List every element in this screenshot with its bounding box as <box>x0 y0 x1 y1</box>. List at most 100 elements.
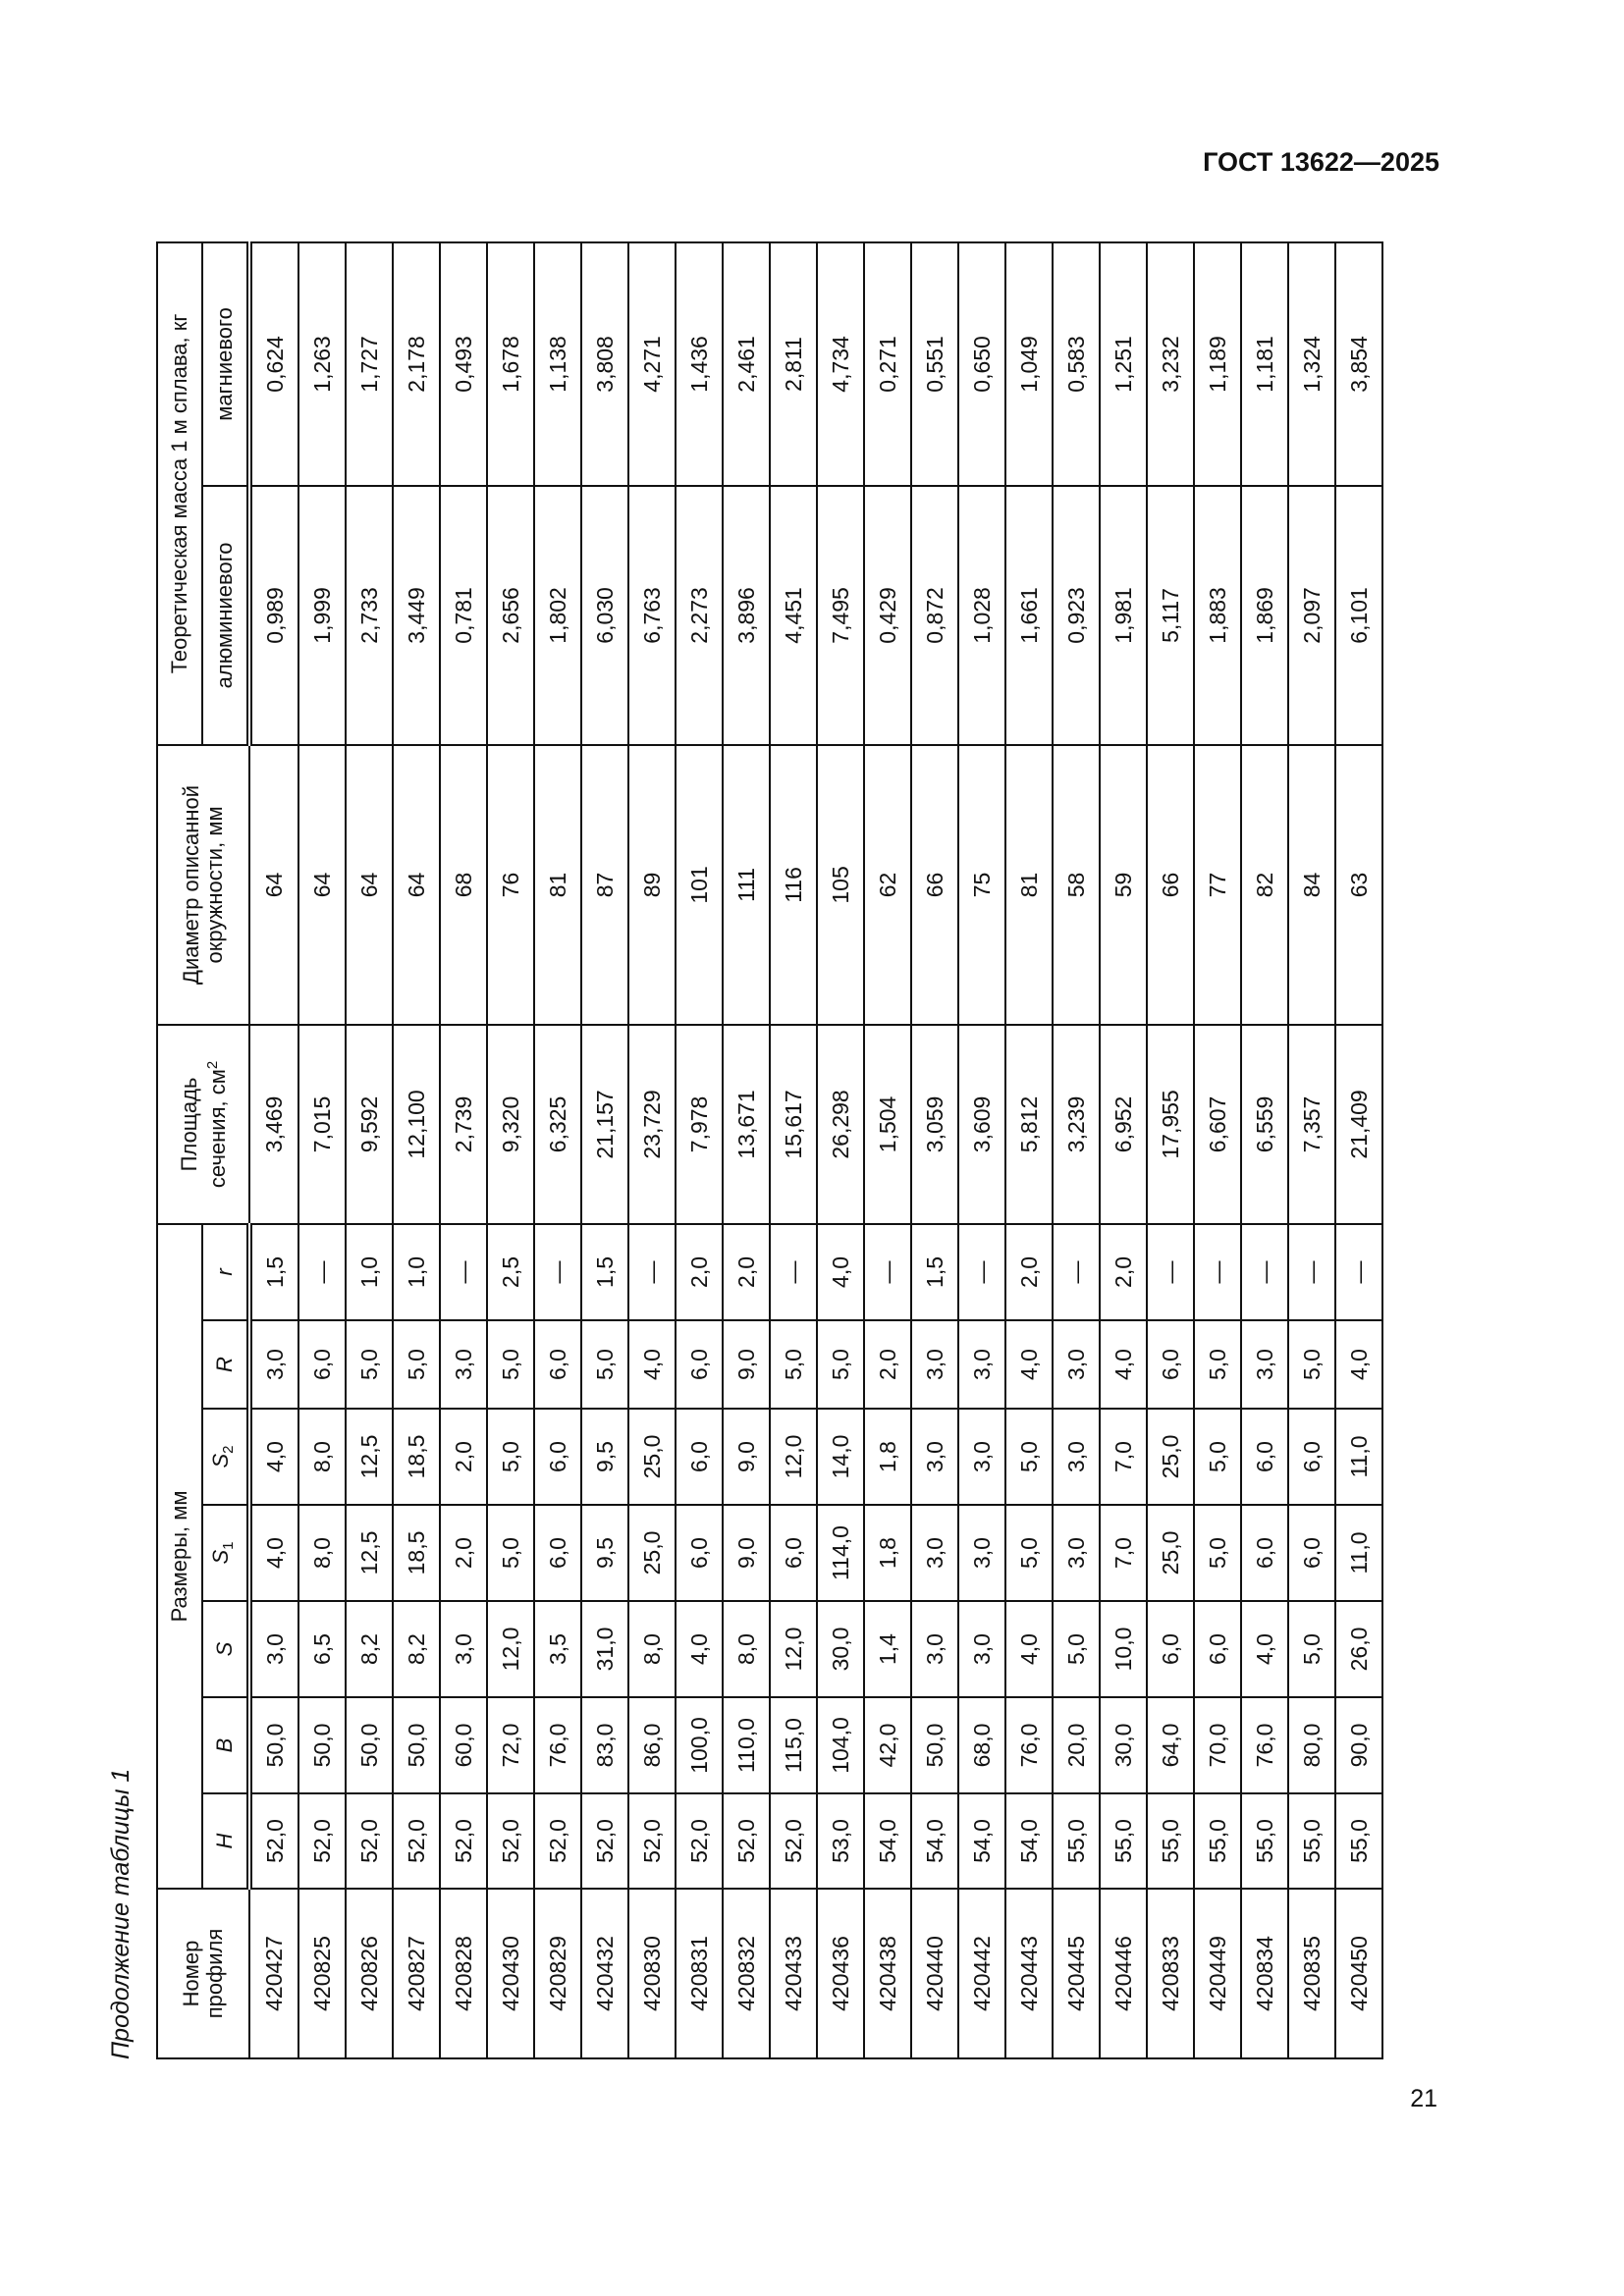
page-number: 21 <box>1410 2085 1437 2112</box>
header-text: Площадь <box>176 1077 201 1172</box>
cell-R: 5,0 <box>817 1320 864 1409</box>
cell-S2: 5,0 <box>1194 1409 1241 1505</box>
cell-mass-magnesium: 3,232 <box>1147 241 1194 486</box>
cell-B: 80,0 <box>1288 1697 1335 1793</box>
cell-H: 52,0 <box>770 1793 817 1889</box>
cell-mass-magnesium: 1,251 <box>1100 241 1147 486</box>
cell-mass-aluminium: 2,273 <box>676 485 723 745</box>
cell-S2: 25,0 <box>628 1409 676 1505</box>
table-row: 420445 55,0 20,0 5,0 3,0 3,0 3,0—3,239 58 0,923 0… <box>1053 241 1100 2058</box>
cell-R: 3,0 <box>958 1320 1005 1409</box>
cell-S2: 4,0 <box>249 1409 298 1505</box>
cell-S1: 3,0 <box>911 1505 958 1601</box>
cell-mass-aluminium: 5,117 <box>1147 485 1194 745</box>
cell-S1: 5,0 <box>1194 1505 1241 1601</box>
header-aluminium: алюминиевого <box>202 485 249 745</box>
cell-B: 42,0 <box>864 1697 911 1793</box>
cell-R: 3,0 <box>911 1320 958 1409</box>
cell-area: 9,592 <box>346 1024 393 1224</box>
cell-R: 3,0 <box>1241 1320 1288 1409</box>
cell-profile-number: 420829 <box>534 1889 581 2058</box>
header-area: Площадь сечения, см2 <box>157 1024 249 1224</box>
cell-S1: 6,0 <box>770 1505 817 1601</box>
cell-r: 2,0 <box>676 1223 723 1320</box>
cell-mass-aluminium: 0,429 <box>864 485 911 745</box>
subscript: 1 <box>220 1541 237 1550</box>
cell-H: 55,0 <box>1100 1793 1147 1889</box>
cell-S1: 4,0 <box>249 1505 298 1601</box>
cell-S2: 14,0 <box>817 1409 864 1505</box>
cell-area: 3,609 <box>958 1024 1005 1224</box>
table-row: 420832 52,0 110,0 8,0 9,0 9,0 9,0 2,0 13,671 111 3… <box>723 241 770 2058</box>
cell-H: 54,0 <box>911 1793 958 1889</box>
cell-R: 4,0 <box>628 1320 676 1409</box>
cell-diameter: 87 <box>581 744 628 1025</box>
cell-mass-magnesium: 1,049 <box>1005 241 1053 486</box>
cell-mass-aluminium: 0,872 <box>911 485 958 745</box>
cell-mass-magnesium: 3,854 <box>1335 241 1382 486</box>
table-row: 420438 54,0 42,0 1,4 1,8 1,8 2,0—1,504 62 0,429 0… <box>864 241 911 2058</box>
cell-mass-magnesium: 0,271 <box>864 241 911 486</box>
cell-mass-magnesium: 1,727 <box>346 241 393 486</box>
cell-S1: 2,0 <box>440 1505 487 1601</box>
cell-S: 6,5 <box>298 1601 346 1697</box>
cell-H: 55,0 <box>1147 1793 1194 1889</box>
header-text: профиля <box>202 1928 227 2019</box>
cell-mass-magnesium: 1,189 <box>1194 241 1241 486</box>
cell-R: 3,0 <box>440 1320 487 1409</box>
cell-area: 6,559 <box>1241 1024 1288 1224</box>
cell-B: 70,0 <box>1194 1697 1241 1793</box>
cell-S1: 5,0 <box>487 1505 534 1601</box>
cell-diameter: 58 <box>1053 744 1100 1025</box>
table-row: 420432 52,0 83,0 31,0 9,5 9,5 5,0 1,5 21,157 87 6,… <box>581 241 628 2058</box>
cell-mass-magnesium: 4,734 <box>817 241 864 486</box>
cell-H: 55,0 <box>1053 1793 1100 1889</box>
cell-S2: 25,0 <box>1147 1409 1194 1505</box>
cell-profile-number: 420427 <box>249 1889 298 2058</box>
cell-area: 6,952 <box>1100 1024 1147 1224</box>
table-row: 420825 52,0 50,0 6,5 8,0 8,0 6,0—7,015 64 1,999 1… <box>298 241 346 2058</box>
cell-mass-aluminium: 7,495 <box>817 485 864 745</box>
cell-H: 52,0 <box>346 1793 393 1889</box>
cell-mass-aluminium: 6,101 <box>1335 485 1382 745</box>
cell-R: 5,0 <box>393 1320 440 1409</box>
cell-r: — <box>1053 1223 1100 1320</box>
cell-area: 15,617 <box>770 1024 817 1224</box>
cell-profile-number: 420440 <box>911 1889 958 2058</box>
cell-r: — <box>958 1223 1005 1320</box>
cell-B: 50,0 <box>346 1697 393 1793</box>
cell-S: 12,0 <box>770 1601 817 1697</box>
cell-mass-magnesium: 1,138 <box>534 241 581 486</box>
cell-profile-number: 420433 <box>770 1889 817 2058</box>
cell-S1: 3,0 <box>1053 1505 1100 1601</box>
cell-B: 90,0 <box>1335 1697 1382 1793</box>
cell-R: 6,0 <box>676 1320 723 1409</box>
cell-R: 6,0 <box>298 1320 346 1409</box>
cell-diameter: 84 <box>1288 744 1335 1025</box>
cell-B: 115,0 <box>770 1697 817 1793</box>
header-profile-number: Номер профиля <box>157 1889 249 2058</box>
cell-area: 17,955 <box>1147 1024 1194 1224</box>
cell-S: 8,0 <box>628 1601 676 1697</box>
cell-r: — <box>1335 1223 1382 1320</box>
cell-S2: 9,5 <box>581 1409 628 1505</box>
header-magnesium: магниевого <box>202 241 249 486</box>
table-row: 420826 52,0 50,0 8,2 12,5 12,5 5,0 1,0 9,592 64 2,… <box>346 241 393 2058</box>
cell-mass-aluminium: 2,097 <box>1288 485 1335 745</box>
cell-S1: 6,0 <box>1288 1505 1335 1601</box>
cell-area: 3,469 <box>249 1024 298 1224</box>
cell-profile-number: 420832 <box>723 1889 770 2058</box>
cell-area: 12,100 <box>393 1024 440 1224</box>
cell-B: 50,0 <box>249 1697 298 1793</box>
cell-R: 2,0 <box>864 1320 911 1409</box>
header-B: B <box>202 1697 249 1793</box>
cell-S2: 11,0 <box>1335 1409 1382 1505</box>
cell-mass-magnesium: 2,178 <box>393 241 440 486</box>
cell-S: 12,0 <box>487 1601 534 1697</box>
cell-profile-number: 420446 <box>1100 1889 1147 2058</box>
superscript: 2 <box>203 1060 221 1070</box>
cell-mass-aluminium: 1,999 <box>298 485 346 745</box>
table-row: 420835 55,0 80,0 5,0 6,0 6,0 5,0—7,357 84 2,097 1… <box>1288 241 1335 2058</box>
header-diameter: Диаметр описанной окружности, мм <box>157 744 249 1025</box>
table-caption: Продолжение таблицы 1 <box>107 1768 135 2059</box>
